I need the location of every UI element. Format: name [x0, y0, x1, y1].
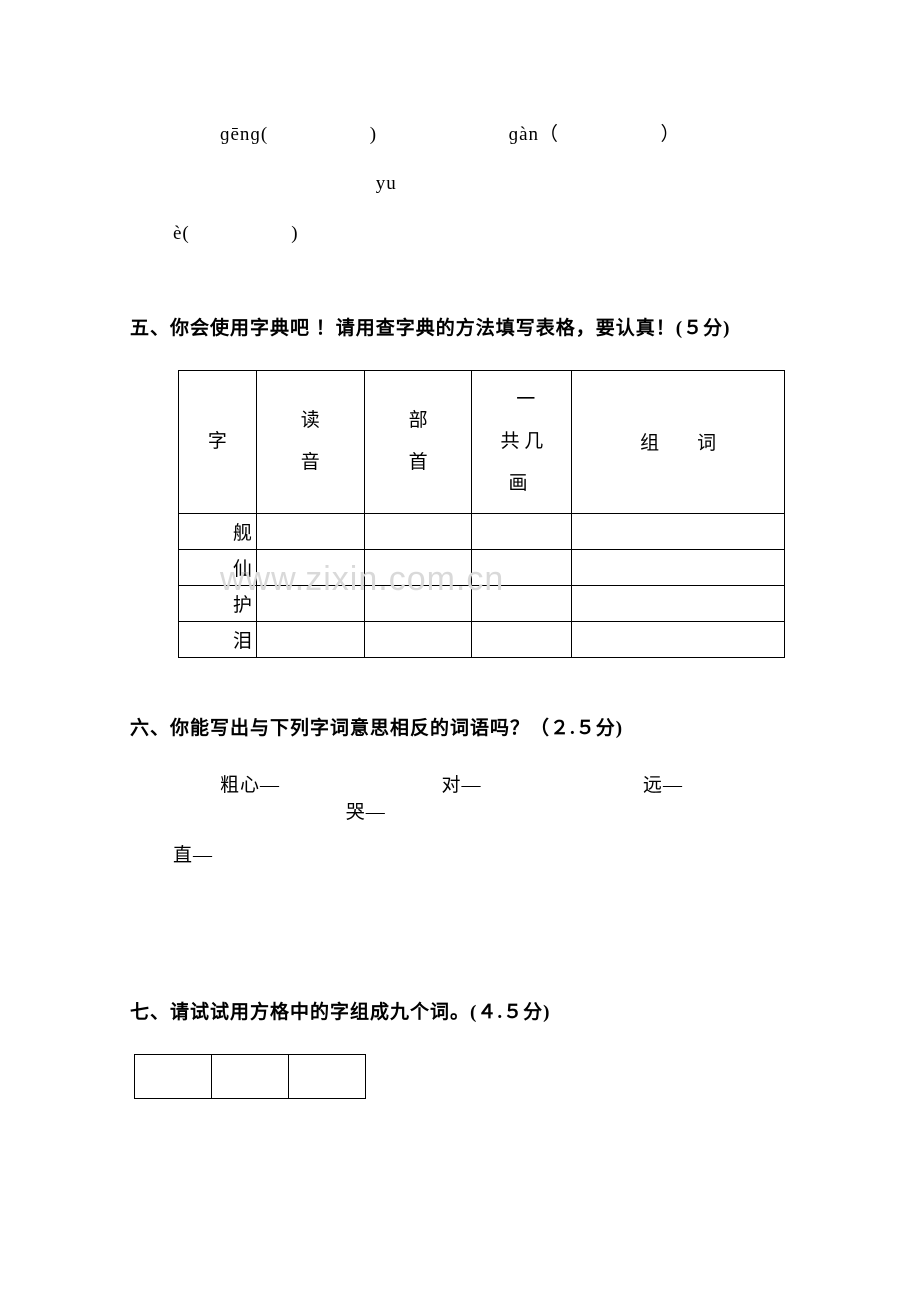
antonym-line-2: 直—: [130, 840, 790, 867]
word-grid-wrap: [134, 1054, 790, 1099]
dictionary-table-wrap: 字 读 音 部 首 一 共 几 画: [178, 370, 790, 657]
antonym-c: 远—: [643, 775, 683, 796]
pinyin-item-4-close: ): [291, 223, 298, 244]
header-strk-l3: 画: [501, 463, 544, 505]
cell-blank[interactable]: [572, 513, 785, 549]
header-strk-l1: 一: [501, 379, 544, 421]
section-6-title: 六、你能写出与下列字词意思相反的词语吗？（２.５分): [130, 713, 790, 740]
pinyin-item-1: ɡēnɡ(: [220, 124, 268, 145]
cell-blank[interactable]: [364, 513, 472, 549]
table-row: 护: [179, 585, 785, 621]
header-word: 组 词: [572, 371, 785, 513]
table-row: 泪: [179, 621, 785, 657]
antonym-e: 直—: [173, 845, 213, 866]
cell-blank[interactable]: [572, 549, 785, 585]
header-word-label: 组 词: [640, 433, 716, 454]
antonym-a: 粗心—: [220, 775, 280, 796]
cell-blank[interactable]: [472, 621, 572, 657]
grid-cell[interactable]: [135, 1054, 212, 1098]
header-rad-l1: 部: [409, 410, 428, 431]
cell-blank[interactable]: [472, 549, 572, 585]
antonym-line-1: 粗心— 对— 远— 哭—: [130, 770, 790, 824]
pinyin-line-2: è( ): [130, 209, 790, 258]
header-strokes: 一 共 几 画: [472, 371, 572, 513]
cell-blank[interactable]: [364, 585, 472, 621]
header-strk-l2: 共 几: [501, 431, 544, 452]
row-char-4: 泪: [179, 621, 257, 657]
table-row: 舰: [179, 513, 785, 549]
section-7-title: 七、请试试用方格中的字组成九个词。(４.５分): [130, 997, 790, 1024]
cell-blank[interactable]: [256, 585, 364, 621]
table-row: 仙: [179, 549, 785, 585]
header-rad-l2: 首: [409, 452, 428, 473]
header-pron-l1: 读: [301, 410, 320, 431]
header-radical: 部 首: [364, 371, 472, 513]
pinyin-item-2: ɡàn（: [509, 124, 559, 145]
pinyin-item-1-close: ): [370, 124, 377, 145]
cell-blank[interactable]: [572, 621, 785, 657]
section-5-title: 五、你会使用字典吧 ！请用查字典的方法填写表格，要认真！(５分): [130, 313, 790, 340]
cell-blank[interactable]: [364, 549, 472, 585]
cell-blank[interactable]: [472, 513, 572, 549]
pinyin-item-2-close: ）: [661, 124, 681, 145]
cell-blank[interactable]: [472, 585, 572, 621]
row-char-3: 护: [179, 585, 257, 621]
header-pron-l2: 音: [301, 452, 320, 473]
grid-cell[interactable]: [289, 1054, 366, 1098]
dictionary-table: 字 读 音 部 首 一 共 几 画: [178, 370, 785, 657]
row-char-1: 舰: [179, 513, 257, 549]
cell-blank[interactable]: [256, 621, 364, 657]
pinyin-line-1: ɡēnɡ( ) ɡàn（ ） yu: [130, 110, 790, 209]
pinyin-item-4: è(: [173, 223, 190, 244]
pinyin-item-3: yu: [376, 173, 397, 194]
word-grid: [134, 1054, 366, 1099]
antonym-b: 对—: [442, 775, 482, 796]
header-char: 字: [179, 371, 257, 513]
header-char-label: 字: [208, 421, 227, 463]
antonym-d: 哭—: [346, 802, 386, 823]
row-char-2: 仙: [179, 549, 257, 585]
grid-cell[interactable]: [212, 1054, 289, 1098]
header-pronunciation: 读 音: [256, 371, 364, 513]
cell-blank[interactable]: [572, 585, 785, 621]
cell-blank[interactable]: [364, 621, 472, 657]
cell-blank[interactable]: [256, 513, 364, 549]
table-header-row: 字 读 音 部 首 一 共 几 画: [179, 371, 785, 513]
cell-blank[interactable]: [256, 549, 364, 585]
